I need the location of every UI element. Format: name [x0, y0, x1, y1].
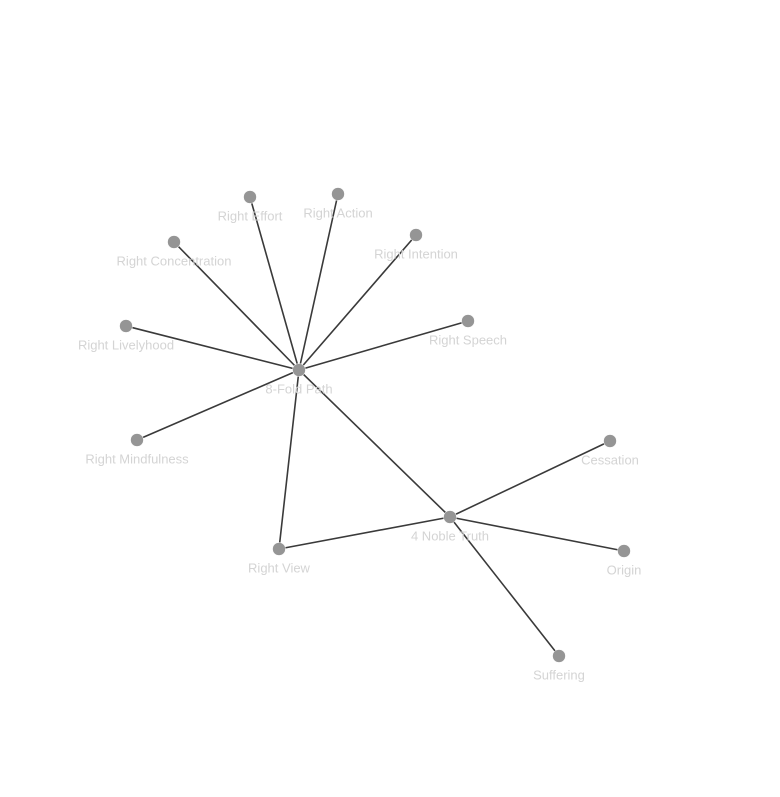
node-label-right-livelyhood: Right Livelyhood [78, 337, 174, 352]
edge-8-fold-path-right-action [298, 193, 339, 371]
edge-8-fold-path-right-livelyhood [125, 325, 300, 371]
edge-8-fold-path-right-mindfulness [136, 369, 300, 441]
node-suffering[interactable] [552, 649, 566, 663]
node-origin[interactable] [617, 544, 631, 558]
node-right-view[interactable] [272, 542, 286, 556]
edge-4-noble-truth-cessation [449, 440, 611, 518]
edge-8-fold-path-right-intention [298, 234, 417, 371]
node-label-8-fold-path: 8-Fold Path [265, 381, 332, 396]
node-right-intention[interactable] [409, 228, 423, 242]
node-right-action[interactable] [331, 187, 345, 201]
edge-8-fold-path-right-speech [298, 320, 469, 371]
node-right-livelyhood[interactable] [119, 319, 133, 333]
edge-4-noble-truth-suffering [449, 516, 560, 657]
edge-8-fold-path-right-concentration [173, 241, 300, 371]
node-right-speech[interactable] [461, 314, 475, 328]
node-8-fold-path[interactable] [292, 363, 306, 377]
edge-4-noble-truth-origin [449, 516, 625, 552]
edge-right-view-4-noble-truth [278, 516, 451, 550]
node-label-cessation: Cessation [581, 452, 639, 467]
edge-8-fold-path-right-effort [249, 196, 300, 371]
node-label-4-noble-truth: 4 Noble Truth [411, 528, 489, 543]
edge-8-fold-path-4-noble-truth [298, 369, 451, 518]
node-label-suffering: Suffering [533, 667, 585, 682]
node-label-right-concentration: Right Concentration [117, 253, 232, 268]
node-label-right-mindfulness: Right Mindfulness [85, 451, 189, 466]
node-right-concentration[interactable] [167, 235, 181, 249]
node-4-noble-truth[interactable] [443, 510, 457, 524]
graph-nodes [119, 187, 631, 663]
node-label-origin: Origin [607, 562, 642, 577]
node-label-right-speech: Right Speech [429, 332, 507, 347]
node-right-effort[interactable] [243, 190, 257, 204]
node-cessation[interactable] [603, 434, 617, 448]
node-label-right-effort: Right Effort [218, 208, 283, 223]
node-label-right-action: Right Action [303, 205, 372, 220]
edge-8-fold-path-right-view [278, 369, 300, 550]
graph-labels: 8-Fold Path Right Effort Right Action Right… [78, 205, 641, 682]
node-label-right-intention: Right Intention [374, 246, 458, 261]
node-label-right-view: Right View [248, 560, 311, 575]
node-right-mindfulness[interactable] [130, 433, 144, 447]
graph-edges [125, 193, 625, 657]
